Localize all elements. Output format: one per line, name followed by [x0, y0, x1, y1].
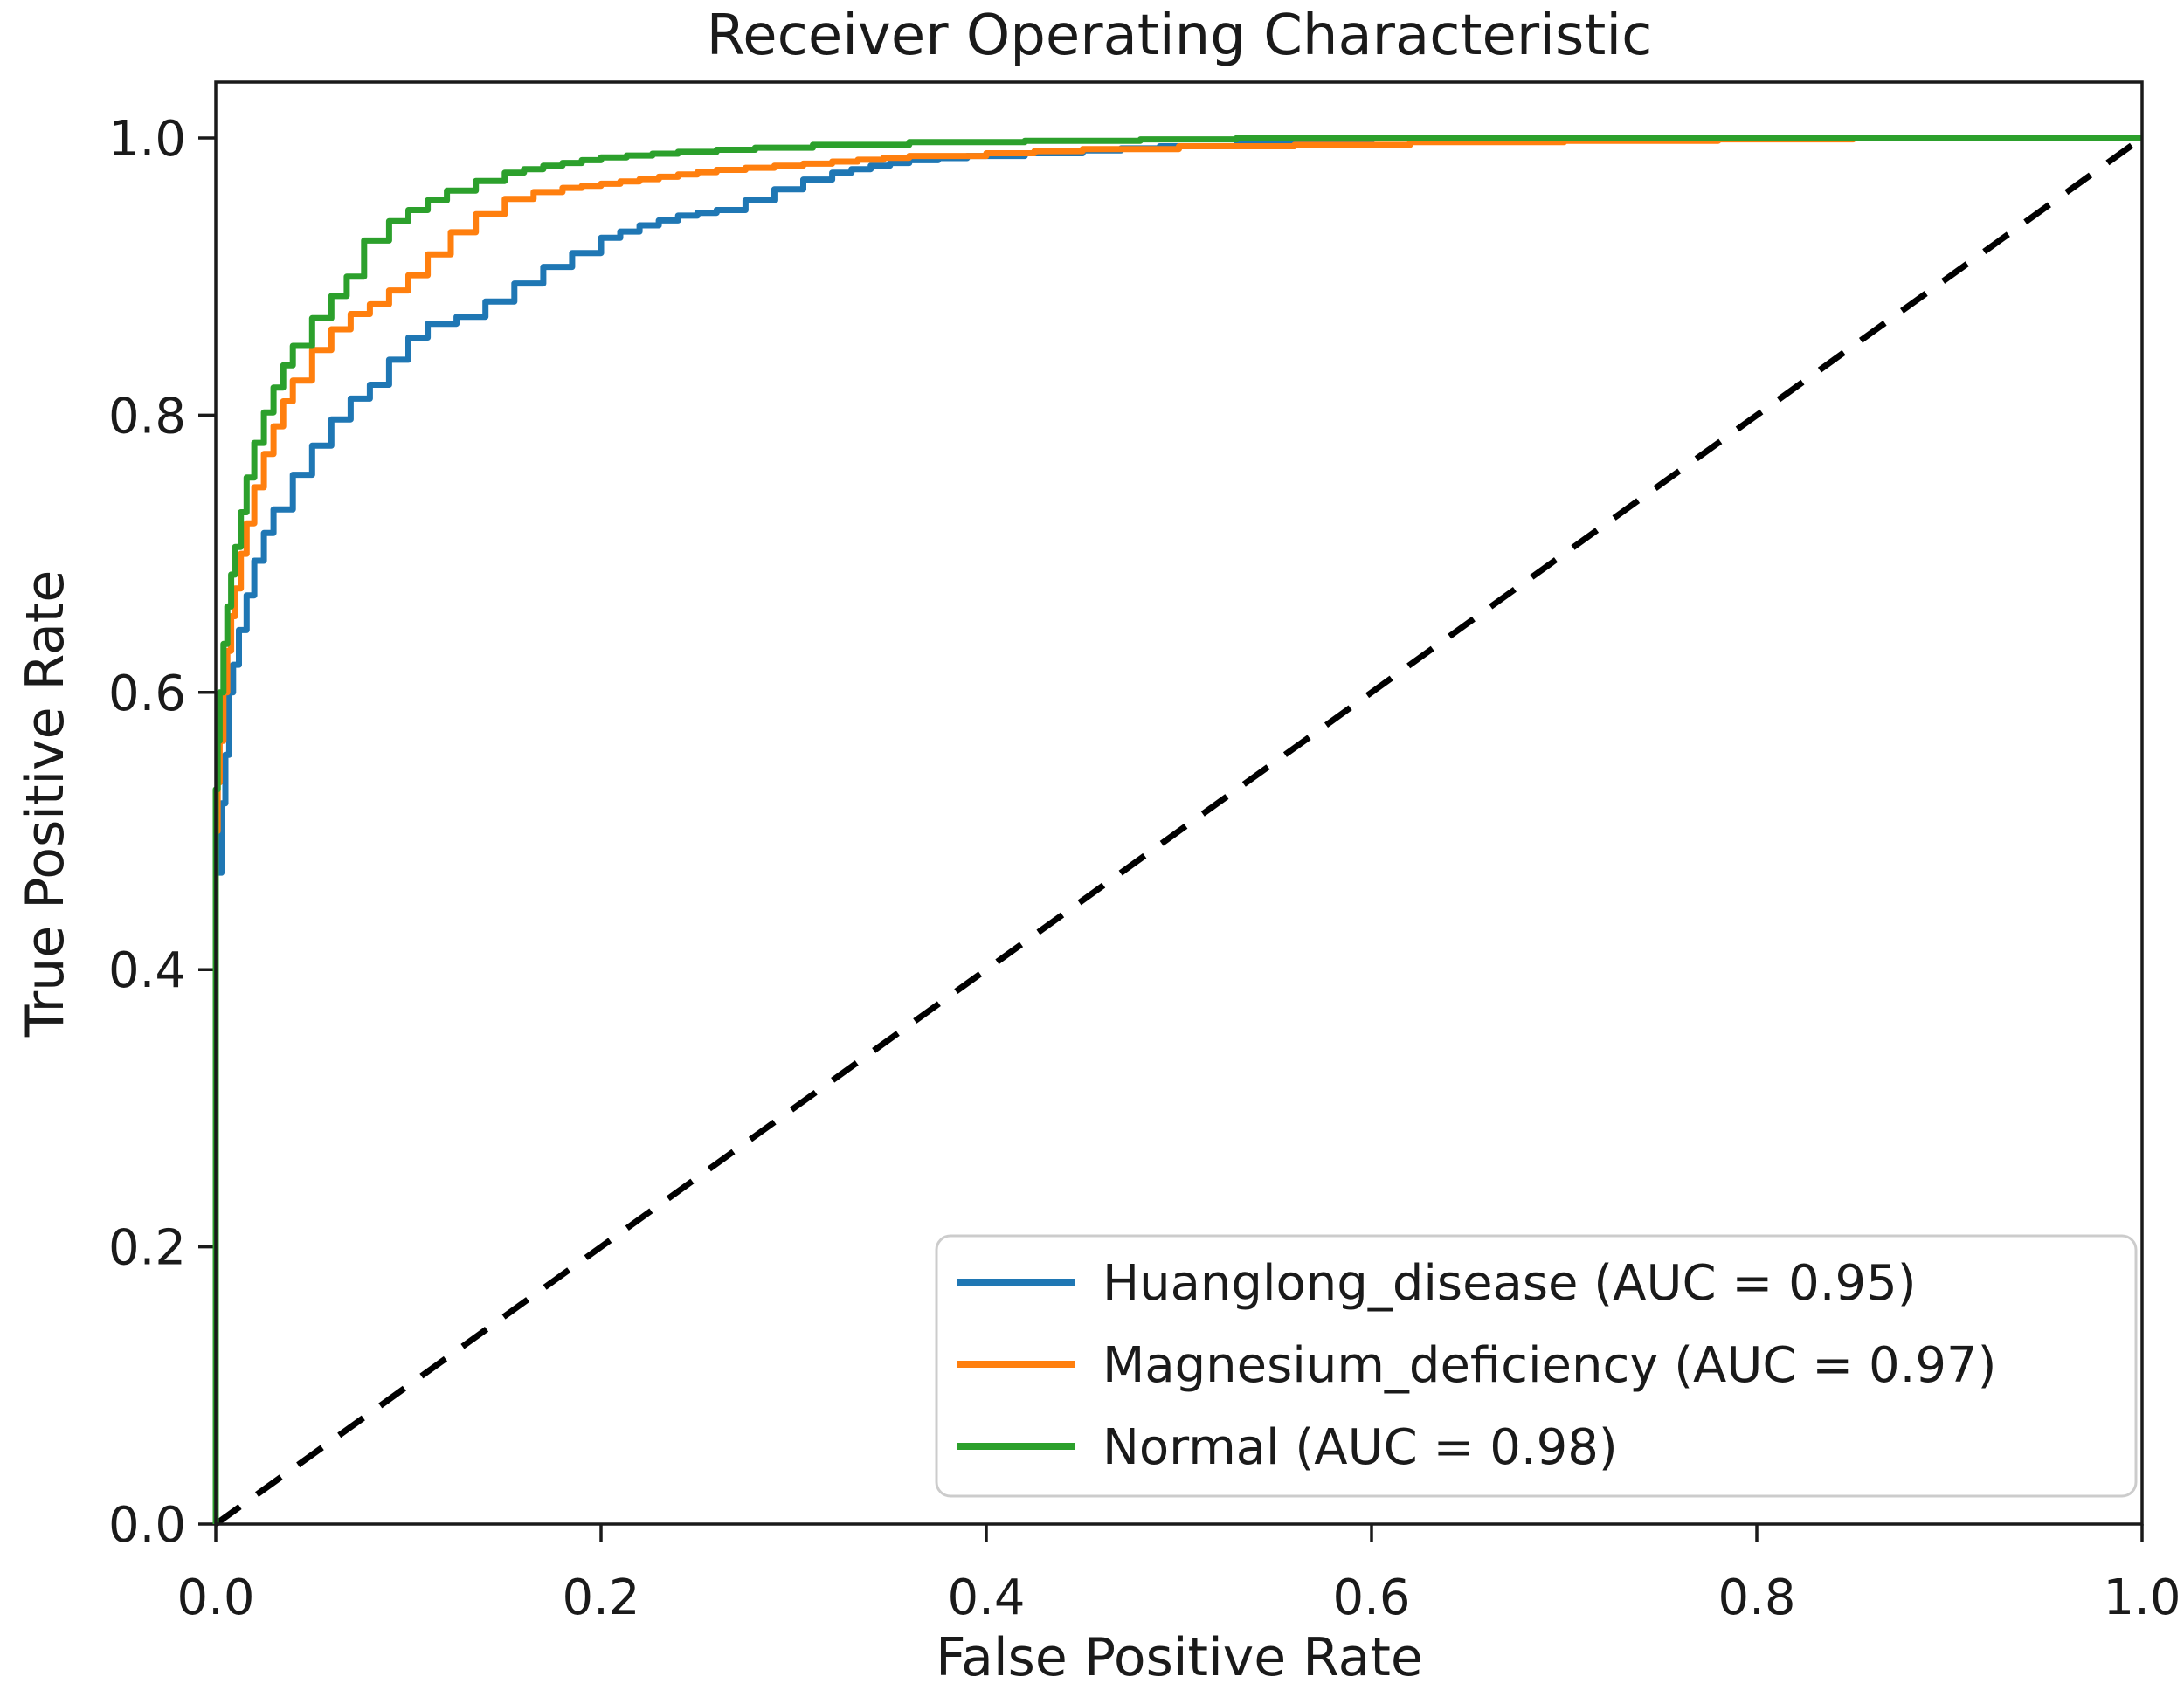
x-tick-label: 0.6	[1332, 1569, 1410, 1626]
y-tick-label: 0.8	[108, 388, 186, 445]
roc-curve-normal	[212, 135, 2142, 1524]
y-tick-label: 0.6	[108, 666, 186, 722]
plot-area: 0.0 0.2 0.4 0.6 0.8 1.0 0.0 0.2 0.4 0.6 0.8 1.0 Huan…	[108, 80, 2181, 1626]
y-tick-label: 0.2	[108, 1220, 186, 1277]
x-tick-label: 0.2	[562, 1569, 639, 1626]
legend-entry-label: Normal (AUC = 0.98)	[1102, 1419, 1618, 1476]
roc-curve-magnesium_deficiency	[212, 135, 2142, 1524]
x-tick-label: 0.0	[176, 1569, 254, 1626]
legend-entry-label: Magnesium_deficiency (AUC = 0.97)	[1102, 1337, 1997, 1394]
y-axis-label: True Positive Rate	[15, 570, 76, 1038]
x-tick-label: 1.0	[2103, 1569, 2181, 1626]
axes-spines	[214, 80, 2144, 1526]
chance-diagonal-line	[213, 135, 2145, 1527]
chart-title: Receiver Operating Characteristic	[707, 3, 1653, 68]
y-tick-label: 0.0	[108, 1497, 186, 1554]
legend-box	[935, 1234, 2138, 1498]
y-tick-label: 1.0	[108, 111, 186, 168]
x-tick-label: 0.4	[947, 1569, 1025, 1626]
x-axis-label: False Positive Rate	[936, 1627, 1423, 1688]
x-tick-label: 0.8	[1717, 1569, 1795, 1626]
y-tick-label: 0.4	[108, 942, 186, 999]
legend-entry-label: Huanglong_disease (AUC = 0.95)	[1102, 1255, 1917, 1312]
